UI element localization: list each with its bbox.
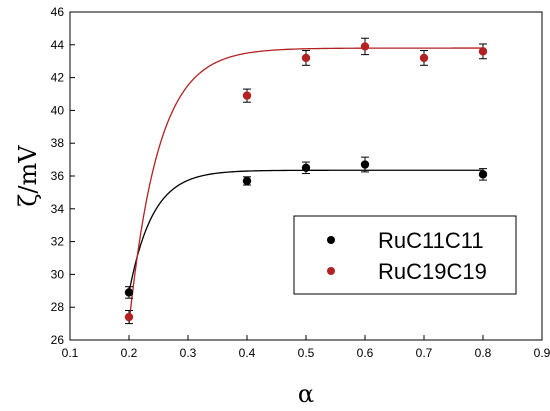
marker-ruc19c19 [478,47,488,56]
x-tick-label: 0.8 [475,346,492,360]
legend-label-ruc11c11: RuC11C11 [378,228,484,253]
data-point-ruc19c19 [301,50,311,66]
data-point-ruc19c19 [360,37,370,56]
x-tick-label: 0.5 [298,346,315,360]
y-tick-label: 36 [51,169,65,183]
legend-marker-ruc11c11 [327,236,335,244]
y-tick-label: 28 [51,300,65,314]
marker-ruc11c11 [360,160,370,169]
data-point-ruc19c19 [419,50,429,66]
marker-ruc19c19 [301,53,311,63]
y-axis-label: ζ/mV [14,145,42,207]
fit-curve-ruc19c19 [128,47,483,324]
y-tick-label: 44 [51,38,65,52]
y-tick-label: 30 [51,267,65,281]
data-point-ruc19c19 [124,309,134,325]
marker-ruc19c19 [360,42,370,51]
marker-ruc19c19 [124,312,134,322]
data-point-ruc11c11 [124,286,134,299]
legend-marker-ruc19c19 [327,267,335,275]
x-tick-label: 0.6 [357,346,374,360]
marker-ruc11c11 [124,288,134,297]
marker-ruc19c19 [242,91,252,100]
y-tick-label: 38 [51,136,65,150]
x-tick-label: 0.2 [121,346,138,360]
legend-label-ruc19c19: RuC19C19 [378,259,487,284]
marker-ruc11c11 [301,163,311,172]
data-point-ruc11c11 [360,156,370,173]
y-tick-label: 46 [51,5,65,19]
marker-ruc11c11 [478,170,488,179]
marker-ruc19c19 [419,53,429,63]
marker-ruc11c11 [242,176,252,186]
legend: RuC11C11 RuC19C19 [293,215,517,295]
axis-ticks: 0.1 0.2 0.3 0.4 0.5 0.6 0.7 0.8 0.9 26 28 30 32 34 36 3… [51,5,550,360]
data-point-ruc11c11 [478,168,488,181]
y-tick-label: 42 [51,71,65,85]
legend-box [293,215,517,295]
data-point-ruc11c11 [242,176,252,186]
y-tick-label: 26 [51,333,65,347]
y-tick-label: 34 [51,202,65,216]
y-tick-label: 32 [51,235,65,249]
x-tick-label: 0.4 [239,346,256,360]
x-tick-label: 0.7 [416,346,433,360]
x-tick-label: 0.3 [180,346,197,360]
x-axis-label: α [298,380,314,408]
data-points [124,37,488,325]
data-point-ruc19c19 [478,43,488,60]
y-tick-label: 40 [51,103,65,117]
data-point-ruc19c19 [242,88,252,103]
data-point-ruc11c11 [301,161,311,175]
x-tick-label: 0.9 [534,346,550,360]
x-tick-label: 0.1 [62,346,79,360]
